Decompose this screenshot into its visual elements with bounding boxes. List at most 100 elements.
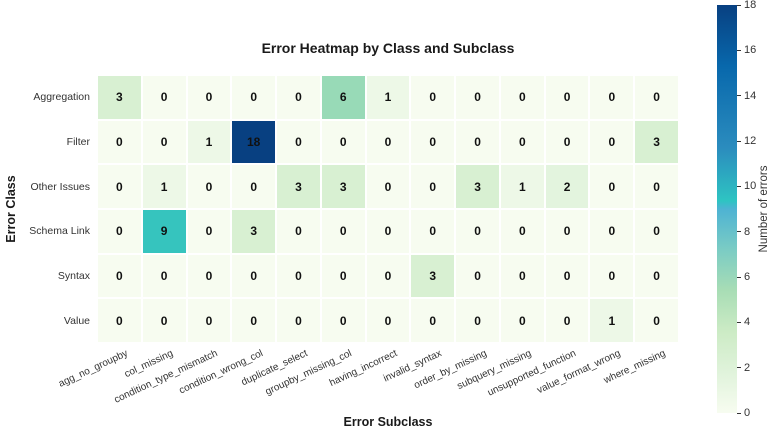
heatmap-cell: 0 xyxy=(320,298,366,343)
heatmap-cell: 2 xyxy=(544,164,590,209)
heatmap-cell: 0 xyxy=(320,253,366,299)
y-tick-label: Syntax xyxy=(57,270,90,282)
colorbar-tick: 14 xyxy=(737,90,756,102)
y-tick-label: Value xyxy=(63,314,90,327)
heatmap-cell: 0 xyxy=(499,75,545,120)
heatmap-cell: 0 xyxy=(276,209,321,254)
heatmap-cell: 0 xyxy=(455,253,500,299)
heatmap-cell: 0 xyxy=(231,164,277,209)
heatmap-cell: 0 xyxy=(410,209,456,254)
heatmap-cell: 0 xyxy=(455,298,500,343)
heatmap-cell: 0 xyxy=(544,298,590,343)
heatmap-cell: 0 xyxy=(455,119,500,165)
heatmap-cell: 0 xyxy=(186,209,232,254)
heatmap-cell: 0 xyxy=(276,119,321,165)
x-tick-label: agg_no_groupby xyxy=(57,348,131,390)
heatmap-cell: 0 xyxy=(186,298,232,343)
y-tick-label: Other Issues xyxy=(30,180,90,193)
heatmap-cell: 0 xyxy=(410,298,456,343)
heatmap-cell: 0 xyxy=(320,209,366,254)
heatmap-cell: 18 xyxy=(231,119,277,165)
heatmap-cell: 0 xyxy=(634,75,679,120)
heatmap-cell: 0 xyxy=(634,164,679,209)
heatmap-cell: 0 xyxy=(634,253,679,299)
heatmap-cell: 1 xyxy=(499,164,545,209)
heatmap-cell: 0 xyxy=(97,253,142,299)
heatmap-cell: 0 xyxy=(544,75,590,120)
heatmap-cell: 0 xyxy=(186,75,232,120)
heatmap-cell: 0 xyxy=(97,298,142,343)
heatmap-cell: 0 xyxy=(141,75,187,120)
colorbar-tick: 16 xyxy=(737,44,756,56)
heatmap-cell: 0 xyxy=(365,298,411,343)
heatmap-cell: 9 xyxy=(141,209,187,254)
heatmap-cell: 0 xyxy=(544,253,590,299)
heatmap-cell: 0 xyxy=(544,119,590,165)
heatmap-cell: 3 xyxy=(97,75,142,120)
colorbar-tick: 10 xyxy=(737,180,756,192)
colorbar-tick: 18 xyxy=(737,0,756,11)
heatmap-cell: 0 xyxy=(589,164,635,209)
colorbar-tick: 6 xyxy=(737,271,750,283)
heatmap-cell: 0 xyxy=(589,253,635,299)
chart-title: Error Heatmap by Class and Subclass xyxy=(261,40,515,56)
heatmap-grid: 3 0 0 0 0 6 1 0 0 0 0 0 0 0 0 1 18 0 0 0 0 0 0 0 0 3 0 1 0 0 3 3 0 0 3 1 2 0 0… xyxy=(97,75,679,343)
heatmap-cell: 0 xyxy=(276,253,321,299)
heatmap-cell: 0 xyxy=(499,119,545,165)
heatmap-cell: 3 xyxy=(455,164,500,209)
y-axis-title: Error Class xyxy=(4,175,18,243)
heatmap-cell: 0 xyxy=(141,253,187,299)
heatmap-cell: 0 xyxy=(499,298,545,343)
heatmap-cell: 0 xyxy=(231,75,277,120)
colorbar-tick: 4 xyxy=(737,316,750,328)
heatmap-cell: 0 xyxy=(276,298,321,343)
heatmap-cell: 3 xyxy=(320,164,366,209)
heatmap-cell: 0 xyxy=(634,209,679,254)
heatmap-cell: 0 xyxy=(499,209,545,254)
y-axis-labels: Aggregation Filter Other Issues Schema Link… xyxy=(0,75,90,343)
colorbar-title: Number of errors xyxy=(758,165,770,253)
heatmap-cell: 0 xyxy=(499,253,545,299)
heatmap-cell: 0 xyxy=(589,75,635,120)
heatmap-cell: 1 xyxy=(141,164,187,209)
colorbar-tick: 12 xyxy=(737,135,756,147)
heatmap-cell: 3 xyxy=(634,119,679,165)
heatmap-cell: 1 xyxy=(365,75,411,120)
heatmap-cell: 0 xyxy=(320,119,366,165)
heatmap-cell: 0 xyxy=(544,209,590,254)
heatmap-cell: 1 xyxy=(186,119,232,165)
heatmap-cell: 0 xyxy=(97,164,142,209)
heatmap-cell: 0 xyxy=(589,119,635,165)
heatmap-cell: 0 xyxy=(186,253,232,299)
heatmap-cell: 0 xyxy=(231,253,277,299)
heatmap-cell: 0 xyxy=(410,164,456,209)
y-tick-label: Aggregation xyxy=(33,91,90,104)
heatmap-cell: 3 xyxy=(410,253,456,299)
heatmap-cell: 0 xyxy=(410,119,456,165)
heatmap-cell: 0 xyxy=(365,119,411,165)
colorbar xyxy=(717,5,737,413)
heatmap-cell: 3 xyxy=(231,209,277,254)
heatmap-cell: 3 xyxy=(276,164,321,209)
heatmap-cell: 0 xyxy=(186,164,232,209)
colorbar-tick: 0 xyxy=(737,407,750,419)
colorbar-tick: 8 xyxy=(737,226,750,238)
heatmap-cell: 0 xyxy=(410,75,456,120)
heatmap-cell: 0 xyxy=(365,164,411,209)
y-tick-label: Filter xyxy=(66,136,90,148)
heatmap-cell: 0 xyxy=(141,119,187,165)
colorbar-tick: 2 xyxy=(737,362,750,374)
heatmap-cell: 0 xyxy=(455,209,500,254)
heatmap-cell: 0 xyxy=(365,209,411,254)
heatmap-cell: 0 xyxy=(231,298,277,343)
heatmap-cell: 0 xyxy=(455,75,500,120)
heatmap-cell: 0 xyxy=(276,75,321,120)
heatmap-cell: 0 xyxy=(141,298,187,343)
heatmap-cell: 6 xyxy=(320,75,366,120)
heatmap-cell: 0 xyxy=(634,298,679,343)
heatmap-cell: 0 xyxy=(589,209,635,254)
x-axis-title: Error Subclass xyxy=(343,415,433,429)
y-tick-label: Schema Link xyxy=(29,225,90,238)
heatmap-cell: 0 xyxy=(97,209,142,254)
heatmap-cell: 0 xyxy=(97,119,142,165)
